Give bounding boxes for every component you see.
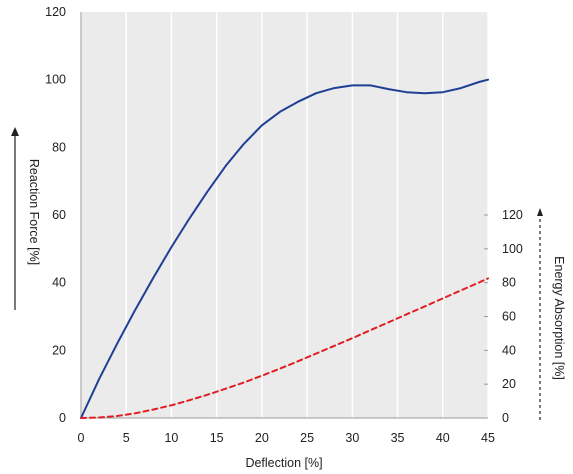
y-left-tick-label: 60	[52, 208, 66, 222]
y-right-tick-labels: 0 20 40 60 80 100 120	[502, 208, 523, 425]
y-left-tick-label: 120	[45, 5, 66, 19]
x-tick-label: 0	[78, 431, 85, 445]
y-left-tick-label: 0	[59, 411, 66, 425]
y-right-tick-label: 20	[502, 377, 516, 391]
y-left-tick-label: 80	[52, 140, 66, 154]
y-right-tick-label: 60	[502, 310, 516, 324]
y-right-tick-label: 40	[502, 343, 516, 357]
x-tick-label: 15	[210, 431, 224, 445]
y-left-tick-label: 20	[52, 343, 66, 357]
y-right-tick-label: 0	[502, 411, 509, 425]
y-right-axis-label: Energy Absorption [%]	[552, 256, 566, 380]
energy-absorption-line	[80, 277, 489, 419]
x-tick-label: 40	[436, 431, 450, 445]
x-tick-label: 30	[345, 431, 359, 445]
y-right-tick-label: 100	[502, 242, 523, 256]
x-tick-label: 25	[300, 431, 314, 445]
x-tick-label: 5	[123, 431, 130, 445]
x-axis-label: Deflection [%]	[245, 456, 322, 470]
y-left-tick-label: 100	[45, 73, 66, 87]
reaction-force-line	[80, 78, 489, 419]
x-tick-label: 20	[255, 431, 269, 445]
y-right-tick-marks	[484, 214, 488, 419]
left-axis-arrowhead	[11, 127, 19, 136]
right-axis-arrowhead	[537, 208, 543, 216]
x-tick-label: 45	[481, 431, 495, 445]
y-left-axis-label: Reaction Force [%]	[27, 159, 41, 265]
x-tick-label: 10	[164, 431, 178, 445]
x-tick-labels: 0 5 10 15 20 25 30 35 40 45	[78, 431, 495, 445]
y-left-tick-label: 40	[52, 276, 66, 290]
x-tick-label: 35	[391, 431, 405, 445]
series-lines	[80, 78, 489, 419]
plot-area	[81, 12, 488, 418]
y-left-tick-labels: 0 20 40 60 80 100 120	[45, 5, 66, 425]
y-right-tick-label: 120	[502, 208, 523, 222]
y-right-tick-label: 80	[502, 276, 516, 290]
